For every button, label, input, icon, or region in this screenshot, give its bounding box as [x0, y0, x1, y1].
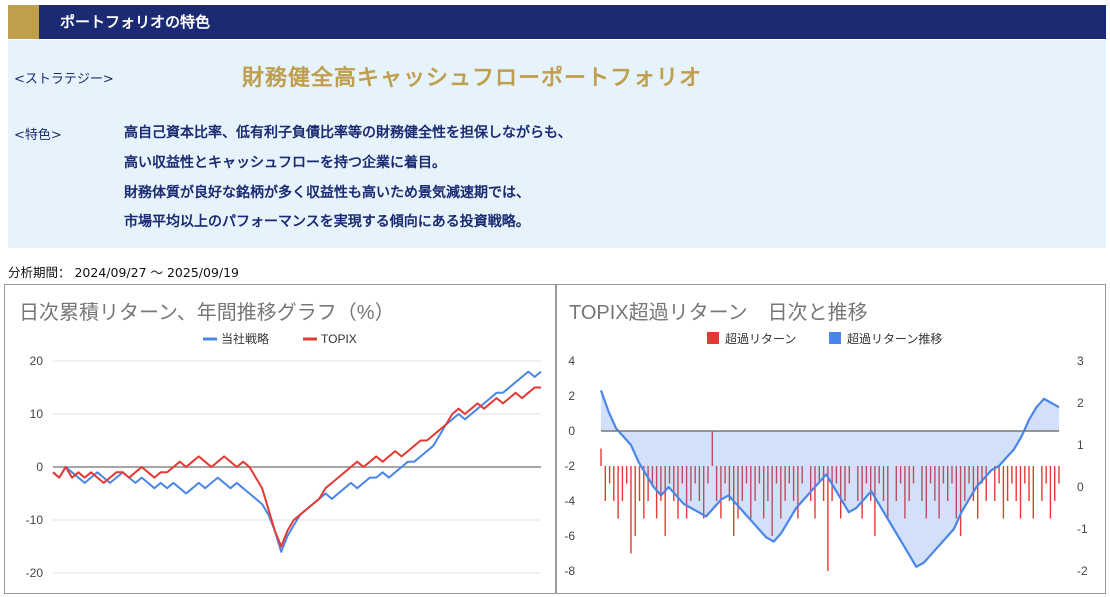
series-line: [52, 386, 541, 548]
feature-line: 市場平均以上のパフォーマンスを実現する傾向にある投資戦略。: [124, 214, 530, 230]
right-tick-label: 0: [1077, 480, 1084, 494]
legend-label: 超過リターン: [725, 331, 796, 346]
strategy-panel: [8, 40, 1106, 248]
left-tick-label: -6: [564, 529, 575, 543]
excess-return-chart-box: TOPIX超過リターン 日次と推移超過リターン 超過リターン推移 4 2 0 -2 -4 -6…: [556, 284, 1106, 594]
right-tick-label: -2: [1077, 564, 1088, 578]
chart-title: 日次累積リターン、年間推移グラフ（%）: [19, 301, 395, 324]
left-tick-label: 2: [568, 389, 575, 403]
feature-label: <特色>: [14, 128, 62, 143]
y-tick-label: 0: [36, 460, 43, 474]
legend-label: 当社戦略: [221, 331, 269, 346]
y-tick-label: 10: [30, 407, 44, 421]
left-tick-label: -8: [564, 564, 575, 578]
series-line: [52, 370, 542, 553]
feature-line: 財務体質が良好な銘柄が多く収益性も高いため景気減速期では、: [124, 185, 530, 201]
cumulative-return-chart-box: 日次累積リターン、年間推移グラフ（%） 当社戦略 TOPIX 20 10 0 -10 -20: [4, 284, 556, 594]
strategy-name: 財務健全高キャッシュフローポートフォリオ: [242, 66, 703, 91]
legend-label: 超過リターン推移: [847, 331, 942, 346]
left-tick-label: 4: [568, 354, 575, 368]
right-tick-label: 3: [1077, 354, 1084, 368]
chart-title: TOPIX超過リターン 日次と推移: [569, 301, 868, 324]
feature-line: 高い収益性とキャッシュフローを持つ企業に着目。: [124, 155, 446, 171]
header-accent: [8, 5, 39, 39]
cumulative-return-chart: 日次累積リターン、年間推移グラフ（%） 当社戦略 TOPIX 20 10 0 -10 -20: [19, 301, 542, 580]
section-header-bar: [8, 5, 1106, 39]
left-tick-label: -4: [564, 494, 575, 508]
cumulative-line: [599, 390, 1060, 568]
y-tick-label: -20: [26, 566, 44, 580]
legend-swatch: [707, 332, 719, 344]
section-title: ポートフォリオの特色: [60, 13, 211, 31]
feature-line: 高自己資本比率、低有利子負債比率等の財務健全性を担保しながらも、: [124, 125, 572, 141]
right-tick-label: -1: [1077, 522, 1088, 536]
legend-label: TOPIX: [321, 332, 357, 346]
left-tick-label: -2: [564, 459, 575, 473]
right-tick-label: 2: [1077, 396, 1084, 410]
legend-swatch: [829, 332, 841, 344]
analysis-period: 分析期間： 2024/09/27 〜 2025/09/19: [8, 265, 240, 280]
strategy-label: <ストラテジー>: [14, 72, 114, 87]
y-tick-label: 20: [30, 354, 44, 368]
left-tick-label: 0: [568, 424, 575, 438]
y-tick-label: -10: [26, 513, 44, 527]
right-tick-label: 1: [1077, 438, 1084, 452]
